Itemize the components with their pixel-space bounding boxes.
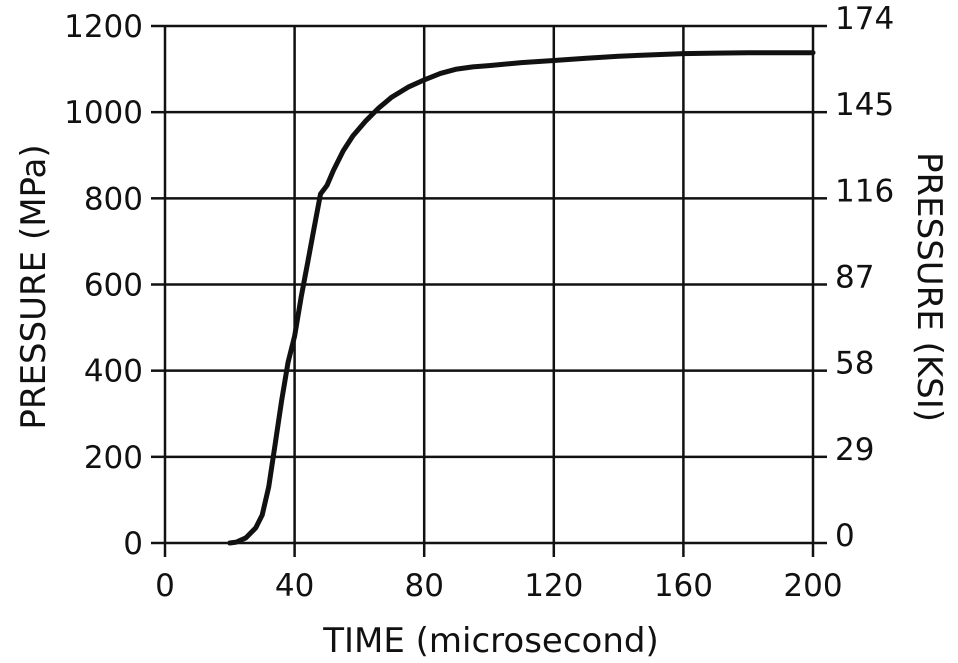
y2-axis-title: PRESSURE (KSI) — [909, 152, 949, 422]
pressure-series-line — [227, 50, 816, 546]
x-tick-labels: 0 40 80 120 160 200 — [155, 568, 842, 604]
x-tick-label: 120 — [524, 568, 583, 604]
y2-tick-label: 0 — [835, 518, 855, 554]
y-tick-label: 400 — [84, 354, 143, 390]
x-tick-label: 160 — [654, 568, 713, 604]
y2-tick-label: 87 — [835, 260, 874, 296]
tick-marks — [151, 24, 827, 557]
y-axis-title: PRESSURE (MPa) — [14, 144, 54, 429]
y2-tick-labels: 0 29 58 87 116 145 174 — [835, 1, 894, 554]
y2-tick-label: 29 — [835, 432, 874, 468]
x-tick-label: 0 — [155, 568, 175, 604]
y2-tick-label: 174 — [835, 1, 894, 37]
y-tick-labels: 0 200 400 600 800 1000 1200 — [64, 9, 143, 562]
grid-lines — [163, 24, 815, 545]
x-tick-label: 40 — [275, 568, 314, 604]
y2-tick-label: 58 — [835, 346, 874, 382]
y-tick-label: 0 — [123, 526, 143, 562]
y2-tick-label: 116 — [835, 173, 894, 209]
x-tick-label: 80 — [404, 568, 443, 604]
y-tick-label: 1000 — [64, 95, 143, 131]
y-tick-label: 1200 — [64, 9, 143, 45]
y-tick-label: 800 — [84, 181, 143, 217]
x-axis-title: TIME (microsecond) — [322, 621, 659, 661]
x-tick-label: 200 — [783, 568, 842, 604]
y2-tick-label: 145 — [835, 87, 894, 123]
y-tick-label: 200 — [84, 440, 143, 476]
y-tick-label: 600 — [84, 268, 143, 304]
